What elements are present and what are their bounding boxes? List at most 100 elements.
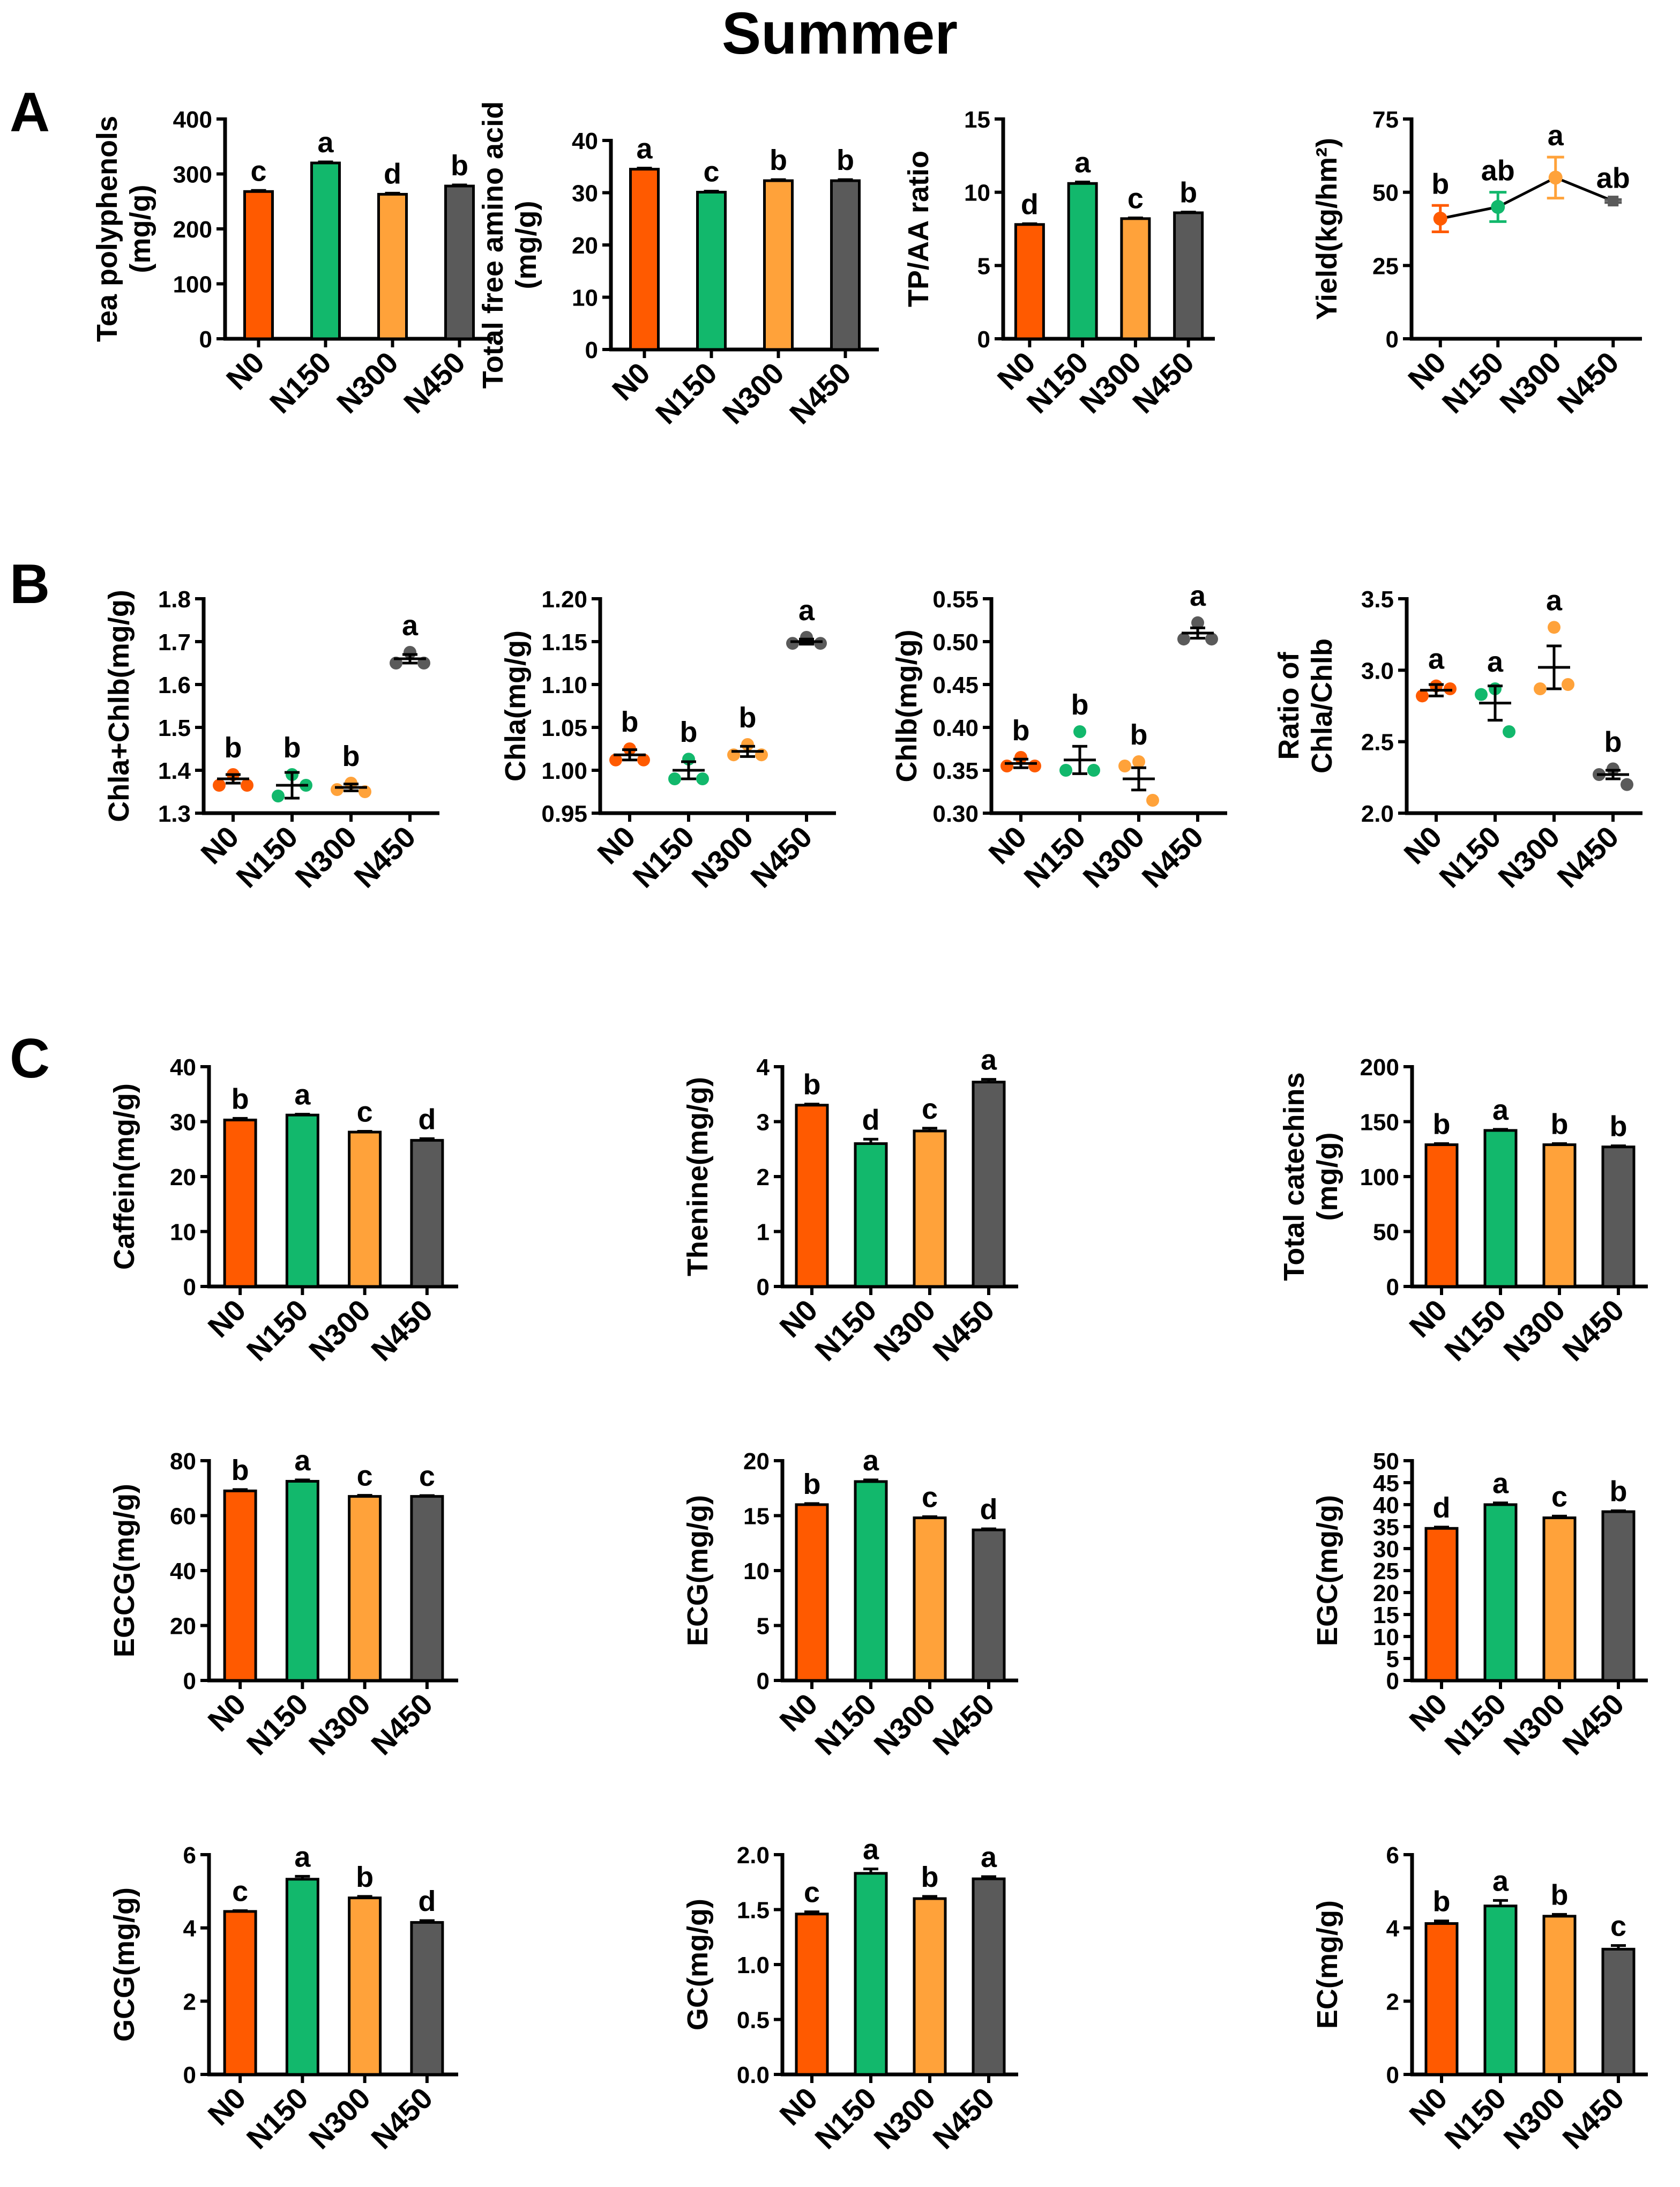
significance-letter: b — [1433, 1109, 1451, 1141]
significance-letter: b — [837, 144, 854, 176]
significance-letter: b — [342, 740, 360, 772]
significance-letter: a — [863, 1445, 879, 1477]
bar — [1601, 1510, 1636, 1682]
bar — [223, 1910, 257, 2076]
chart-2: 0 10 20 30 40 Total free amino acid (mg/g) N0N1… — [477, 101, 879, 430]
significance-letter: a — [294, 1445, 311, 1477]
y-tick-label: 2 — [1386, 1989, 1399, 2015]
x-category-label: N300 — [867, 1293, 942, 1367]
y-tick-label: 400 — [173, 107, 212, 133]
significance-letter: d — [1021, 188, 1039, 220]
y-tick-label: 50 — [1373, 1219, 1399, 1246]
significance-letter: a — [317, 127, 334, 159]
x-category-label: N300 — [867, 2081, 942, 2155]
bar — [854, 1142, 888, 1288]
y-tick-label: 0.50 — [932, 629, 979, 656]
significance-letter: b — [1130, 719, 1148, 751]
data-point — [1191, 616, 1204, 629]
y-tick-label: 100 — [173, 272, 212, 298]
data-point — [1562, 678, 1574, 691]
x-category-label: N450 — [1126, 345, 1200, 420]
data-point — [1608, 196, 1619, 207]
significance-letter: c — [922, 1093, 938, 1125]
significance-letter: d — [862, 1104, 880, 1136]
y-axis-title: TP/AA ratio — [902, 151, 935, 307]
x-category-label: N450 — [926, 1293, 1000, 1367]
significance-letter: c — [922, 1482, 938, 1514]
y-tick-label: 2.0 — [737, 1842, 770, 1869]
significance-letter: d — [418, 1103, 436, 1135]
bar — [285, 1113, 319, 1288]
significance-letter: a — [294, 1841, 311, 1873]
y-tick-label: 25 — [1372, 253, 1399, 279]
data-point — [1503, 725, 1515, 738]
x-category-label: N450 — [1550, 820, 1625, 894]
bar — [1601, 1145, 1636, 1288]
panel-letter-a: A — [10, 81, 50, 144]
bar — [410, 1921, 444, 2076]
y-tick-label: 5 — [977, 253, 990, 279]
y-tick-label: 2.5 — [1361, 730, 1394, 756]
y-tick-label: 0 — [757, 1274, 770, 1300]
significance-letter: b — [803, 1468, 821, 1500]
significance-letter: a — [981, 1044, 997, 1076]
bar — [795, 1913, 829, 2076]
significance-letter: d — [980, 1493, 998, 1526]
data-point — [213, 779, 226, 792]
bar — [348, 1896, 382, 2076]
y-tick-label: 4 — [757, 1054, 770, 1081]
data-point — [1146, 794, 1159, 807]
y-tick-label: 2.0 — [1361, 801, 1394, 827]
significance-letter: a — [1428, 643, 1445, 675]
bar — [854, 1872, 888, 2076]
y-tick-label: 1.0 — [737, 1952, 770, 1978]
y-tick-label: 10 — [572, 285, 598, 311]
y-tick-label: 0 — [1386, 1668, 1399, 1694]
bar — [830, 179, 861, 351]
significance-letter: a — [294, 1079, 311, 1111]
data-point — [1087, 764, 1100, 777]
bar — [1483, 1905, 1518, 2076]
data-point — [331, 783, 344, 796]
y-axis-title: Chla(mg/g) — [499, 630, 532, 782]
x-category-label: N450 — [1135, 820, 1209, 894]
y-tick-label: 10 — [964, 180, 990, 206]
bar — [972, 1081, 1006, 1288]
y-tick-label: 0 — [757, 1668, 770, 1694]
y-tick-label: 40 — [170, 1054, 196, 1081]
significance-letter: a — [402, 609, 419, 642]
x-category-label: N300 — [1497, 1293, 1571, 1367]
data-point — [1621, 778, 1633, 791]
y-tick-label: 20 — [170, 1164, 196, 1191]
significance-letter: c — [1128, 183, 1144, 215]
x-category-label: N150 — [1432, 820, 1507, 894]
significance-letter: c — [1551, 1481, 1567, 1513]
bar — [1424, 1527, 1459, 1682]
y-tick-label: 1.8 — [158, 586, 191, 613]
bar — [763, 179, 794, 351]
y-axis-title: Chlb(mg/g) — [891, 630, 923, 783]
y-tick-label: 2 — [757, 1164, 770, 1191]
data-point — [1073, 725, 1086, 738]
significance-letter: b — [921, 1861, 939, 1893]
x-category-label: N450 — [364, 1293, 439, 1367]
significance-letter: a — [1487, 646, 1504, 678]
bar — [972, 1877, 1006, 2076]
significance-letter: c — [250, 155, 266, 187]
significance-letter: d — [418, 1885, 436, 1917]
y-tick-label: 10 — [170, 1219, 196, 1246]
y-tick-label: 15 — [1373, 1602, 1399, 1628]
significance-letter: b — [739, 702, 757, 734]
bar — [913, 1129, 947, 1288]
data-point — [1548, 170, 1563, 185]
data-point — [786, 637, 799, 650]
x-category-label: N450 — [1551, 345, 1625, 420]
significance-letter: b — [1012, 715, 1030, 747]
